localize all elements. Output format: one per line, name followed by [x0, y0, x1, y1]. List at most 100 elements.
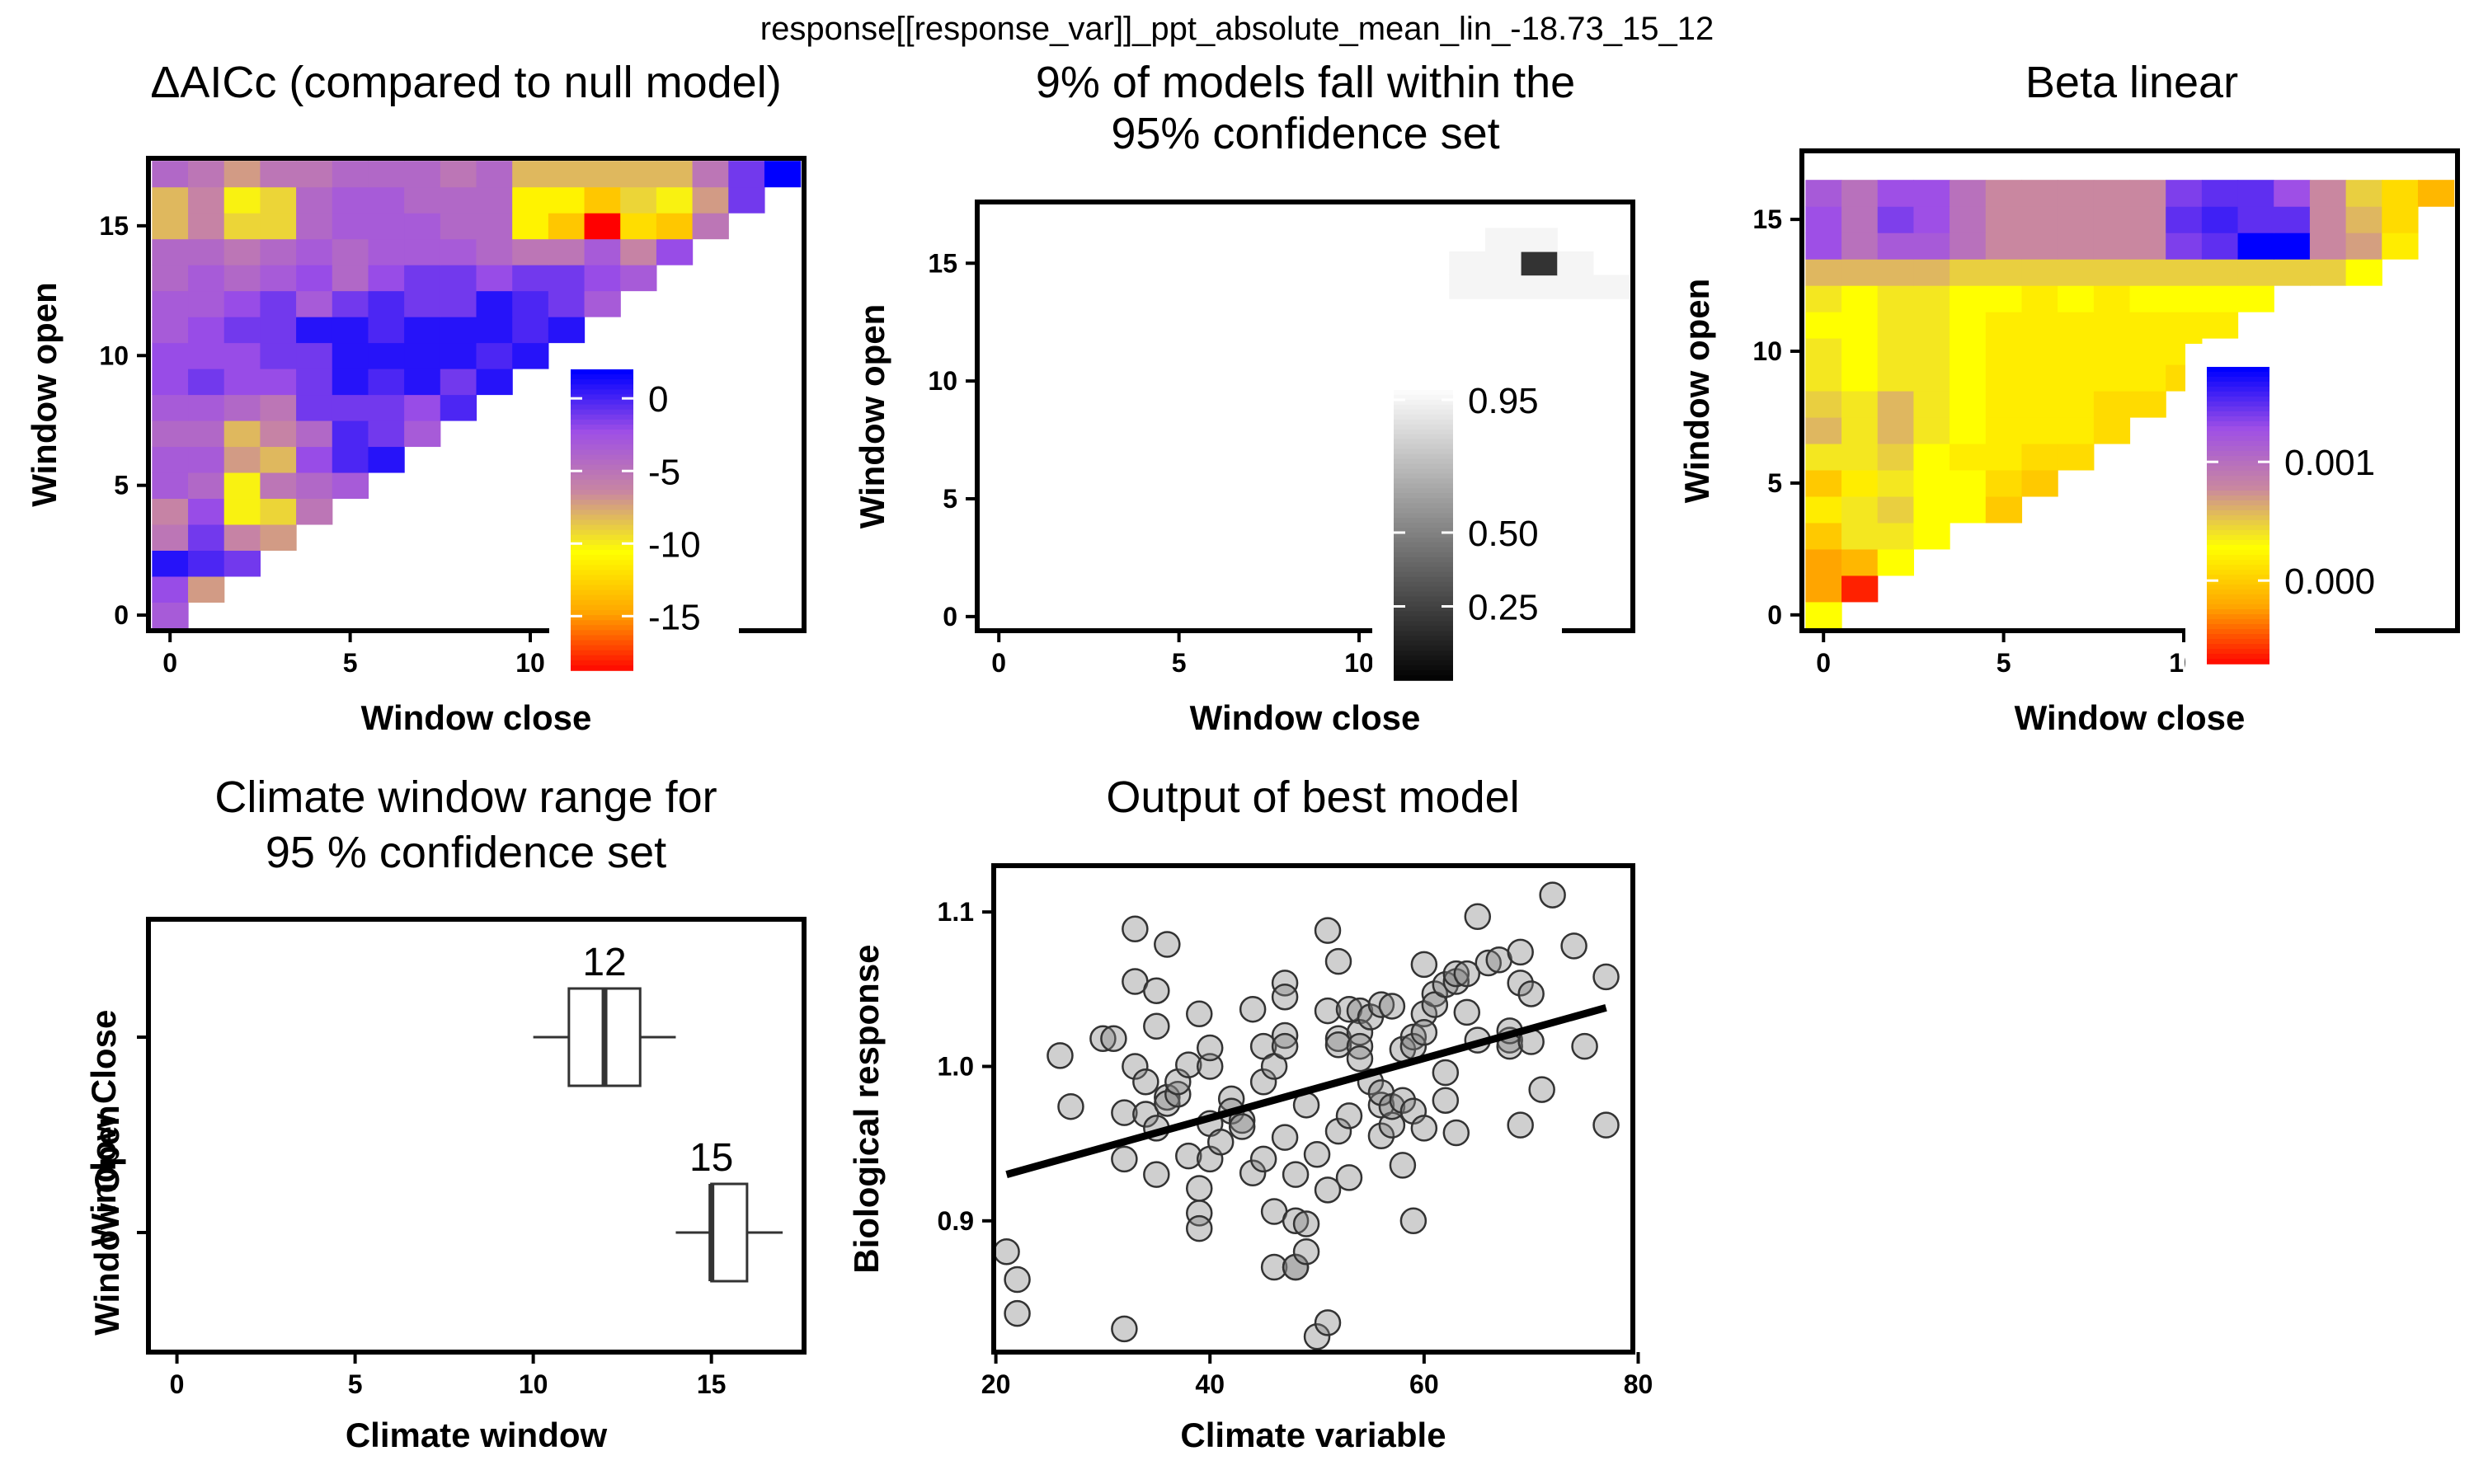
- heatmap-cell: [1484, 251, 1522, 276]
- box-annotation: 12: [582, 941, 626, 984]
- heatmap-cell: [404, 394, 441, 421]
- heatmap-cell: [512, 342, 549, 369]
- heatmap-cell: [1950, 364, 1987, 392]
- heatmap-cell: [260, 186, 297, 214]
- y-tick-label: 10: [1752, 336, 1782, 366]
- scatter-point: [1175, 1051, 1202, 1078]
- colorbar-segment: [2207, 402, 2269, 407]
- heatmap-cell: [2093, 206, 2131, 233]
- colorbar-segment: [2207, 649, 2269, 655]
- colorbar-segment: [2207, 580, 2269, 585]
- panel-title: Beta linear: [2025, 58, 2238, 107]
- heatmap-cell: [764, 161, 802, 188]
- heatmap-cell: [2166, 180, 2203, 207]
- heatmap-cell: [1950, 259, 1987, 286]
- colorbar-segment: [2207, 624, 2269, 630]
- y-tick-label: 15: [928, 248, 957, 278]
- colorbar-segment: [2207, 486, 2269, 491]
- plot-frame: [975, 200, 1635, 633]
- scatter-point: [1335, 1102, 1363, 1129]
- panel-title-line-2: 95 % confidence set: [266, 828, 666, 877]
- heatmap-cell: [2237, 180, 2274, 207]
- colorbar-segment: [2207, 510, 2269, 516]
- heatmap-cell: [1805, 575, 1842, 603]
- colorbar-segment: [2207, 382, 2269, 387]
- heatmap-cell: [188, 265, 225, 292]
- colorbar-segment: [2207, 416, 2269, 422]
- heatmap-cell: [404, 420, 441, 448]
- heatmap-cell: [332, 420, 369, 448]
- heatmap-cell: [223, 524, 261, 552]
- y-axis-label: Window open: [25, 282, 63, 507]
- colorbar-segment: [2207, 629, 2269, 635]
- heatmap-cell: [1877, 495, 1915, 524]
- heatmap-cell: [692, 213, 729, 240]
- x-axis-label: Window close: [2015, 698, 2246, 737]
- heatmap-cell: [152, 394, 189, 421]
- heatmap-cell: [1877, 312, 1915, 339]
- heatmap-cell: [2129, 180, 2166, 207]
- heatmap-cell: [2201, 285, 2239, 312]
- heatmap-cell: [1877, 285, 1915, 312]
- heatmap-cell: [152, 265, 189, 292]
- heatmap-cell: [1985, 495, 2023, 524]
- heatmap-cell: [223, 265, 261, 292]
- x-axis-label: Window close: [361, 698, 592, 737]
- heatmap-cell: [692, 186, 729, 214]
- heatmap-cell: [1877, 522, 1915, 550]
- heatmap-cell: [188, 498, 225, 525]
- colorbar-segment: [1394, 621, 1453, 627]
- heatmap-cell: [332, 317, 369, 344]
- heatmap-cell: [620, 186, 657, 214]
- heatmap-cell: [2166, 259, 2203, 286]
- colorbar-segment: [571, 459, 633, 466]
- heatmap-cell: [440, 394, 477, 421]
- heatmap-cell: [1841, 522, 1879, 550]
- scatter-point: [1432, 1059, 1460, 1087]
- heatmap-cell: [1985, 364, 2023, 392]
- heatmap-cell: [2093, 285, 2131, 312]
- x-tick-label: 0: [162, 648, 177, 678]
- heatmap-cell: [260, 420, 297, 448]
- colorbar-segment: [1394, 488, 1453, 495]
- colorbar-segment: [571, 580, 633, 586]
- heatmap-cell: [368, 161, 405, 188]
- heatmap-cell: [584, 213, 621, 240]
- scatter-point: [1592, 1111, 1620, 1139]
- heatmap-cell: [152, 550, 189, 577]
- heatmap-cell: [1950, 312, 1987, 339]
- heatmap-cell: [1877, 364, 1915, 392]
- scatter-point: [1271, 1021, 1299, 1050]
- heatmap-cell: [1913, 443, 1950, 471]
- heatmap-cell: [512, 161, 549, 188]
- heatmap-cell: [476, 290, 513, 317]
- heatmap-cell: [620, 161, 657, 188]
- colorbar-segment: [2207, 530, 2269, 536]
- panel-title-line-1: 9% of models fall within the: [1036, 58, 1575, 107]
- scatter-point: [1539, 881, 1566, 909]
- y-axis-label: Biological response: [847, 944, 886, 1273]
- heatmap-cell: [368, 213, 405, 240]
- heatmap-cell: [152, 575, 189, 603]
- y-tick-label: 15: [1752, 204, 1782, 234]
- scatter-point: [1303, 1141, 1331, 1168]
- heatmap-cell: [1913, 338, 1950, 365]
- heatmap-cell: [2021, 312, 2058, 339]
- colorbar-segment: [571, 379, 633, 386]
- heatmap-cell: [188, 420, 225, 448]
- x-tick-label: 0: [991, 648, 1006, 678]
- colorbar-segment: [571, 570, 633, 576]
- heatmap-cell: [1805, 364, 1842, 392]
- colorbar-segment: [571, 404, 633, 411]
- heatmap-cell: [1521, 275, 1558, 299]
- colorbar-segment: [571, 640, 633, 646]
- heatmap-cell: [1950, 206, 1987, 233]
- heatmap-cell: [152, 342, 189, 369]
- colorbar-segment: [571, 585, 633, 591]
- x-tick-label: 5: [1172, 648, 1187, 678]
- y-tick-label: 5: [114, 471, 129, 500]
- heatmap-cell: [2345, 232, 2382, 260]
- colorbar-legend: 0.001 0.000: [2185, 344, 2375, 687]
- heatmap-cell: [1805, 522, 1842, 550]
- heatmap-cell: [332, 265, 369, 292]
